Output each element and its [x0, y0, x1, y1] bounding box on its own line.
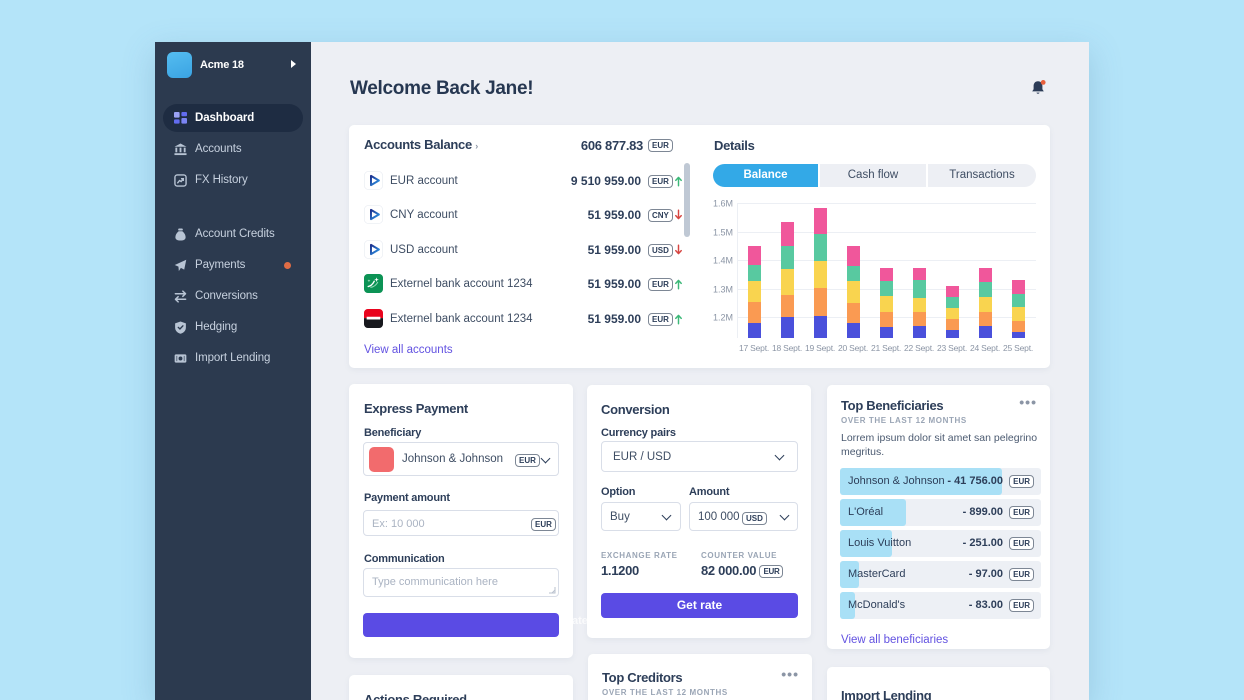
- svg-text:17 Sept.: 17 Sept.: [739, 343, 769, 353]
- svg-text:19 Sept.: 19 Sept.: [805, 343, 835, 353]
- svg-text:25 Sept.: 25 Sept.: [1003, 343, 1033, 353]
- svg-text:1.6M: 1.6M: [713, 199, 733, 209]
- svg-text:22 Sept.: 22 Sept.: [904, 343, 934, 353]
- svg-text:1.4M: 1.4M: [713, 256, 733, 266]
- svg-text:1.3M: 1.3M: [713, 285, 733, 295]
- svg-text:23 Sept.: 23 Sept.: [937, 343, 967, 353]
- svg-text:1.5M: 1.5M: [713, 228, 733, 238]
- svg-text:24 Sept.: 24 Sept.: [970, 343, 1000, 353]
- svg-text:20 Sept.: 20 Sept.: [838, 343, 868, 353]
- svg-text:21 Sept.: 21 Sept.: [871, 343, 901, 353]
- svg-text:1.2M: 1.2M: [713, 313, 733, 323]
- svg-text:18 Sept.: 18 Sept.: [772, 343, 802, 353]
